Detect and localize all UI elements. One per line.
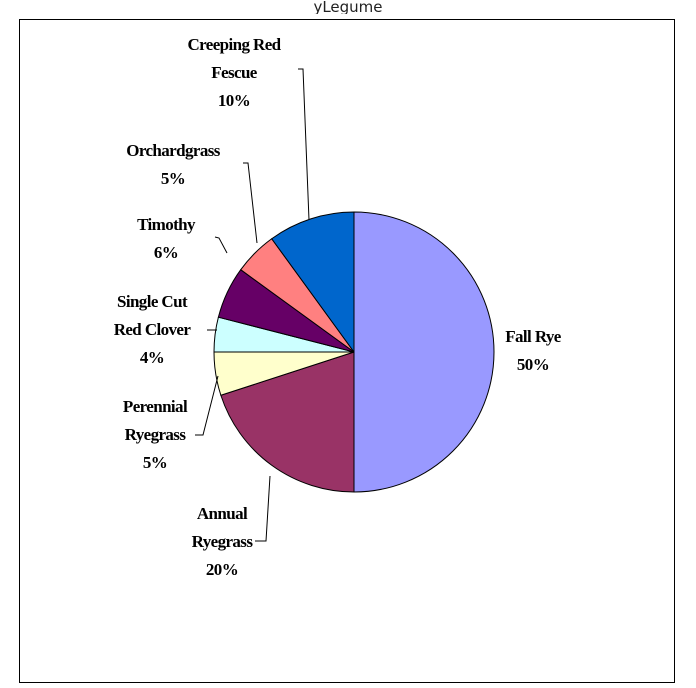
slice-name-line-1-0: Annual — [197, 504, 248, 523]
slice-percent-6: 10% — [218, 91, 250, 110]
slice-name-line-3-0: Single Cut — [117, 292, 188, 311]
slice-label-0: Fall Rye 50% — [505, 327, 562, 374]
slice-name-line-0-0: Fall Rye — [505, 327, 562, 346]
leader-line-2 — [195, 375, 219, 436]
leader-line-6 — [298, 68, 310, 221]
slice-name-line-3-1: Red Clover — [114, 320, 192, 339]
slice-name-line-4-0: Timothy — [137, 215, 196, 234]
slice-label-3: Single Cut Red Clover 4% — [114, 292, 192, 367]
slice-name-line-6-1: Fescue — [211, 63, 258, 82]
slice-label-2: Perennial Ryegrass 5% — [123, 397, 188, 472]
slice-percent-0: 50% — [517, 355, 549, 374]
top-clipped-text: yLegume — [313, 0, 383, 14]
pie-slice-0 — [353, 211, 495, 493]
slice-name-line-5-0: Orchardgrass — [126, 141, 221, 160]
slice-label-6: Creeping Red Fescue 10% — [187, 35, 281, 110]
slice-name-line-6-0: Creeping Red — [187, 35, 281, 54]
leader-line-4 — [214, 236, 228, 254]
labels-layer: Fall Rye 50% Annual Ryegrass 20% Perennial Rye… — [114, 35, 563, 579]
slice-label-5: Orchardgrass 5% — [126, 141, 221, 188]
slice-percent-2: 5% — [143, 453, 167, 472]
slice-percent-1: 20% — [206, 560, 238, 579]
leader-line-5 — [243, 162, 258, 244]
pie-slice-1 — [220, 351, 355, 493]
slice-name-line-2-1: Ryegrass — [125, 425, 187, 444]
slice-label-4: Timothy 6% — [137, 215, 196, 262]
slice-percent-5: 5% — [161, 169, 185, 188]
slice-label-1: Annual Ryegrass 20% — [192, 504, 254, 579]
slice-percent-4: 6% — [154, 243, 178, 262]
pie-slice-6 — [271, 211, 355, 354]
slices-layer — [213, 211, 495, 493]
slice-name-line-1-1: Ryegrass — [192, 532, 254, 551]
slice-percent-3: 4% — [140, 348, 164, 367]
slice-name-line-2-0: Perennial — [123, 397, 188, 416]
leader-line-1 — [255, 475, 271, 542]
leader-lines-layer — [195, 68, 310, 542]
